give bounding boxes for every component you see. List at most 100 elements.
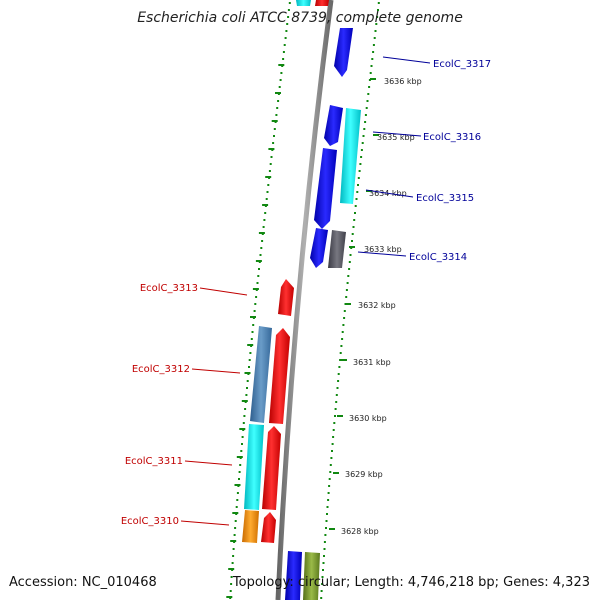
guide-dot [345,296,348,298]
guide-dot [254,303,257,305]
gene-label-EcolC_3311[interactable]: EcolC_3311 [125,456,183,467]
gene-label-EcolC_3310[interactable]: EcolC_3310 [121,516,179,527]
tick-label-3635: 3635 kbp [377,133,415,142]
guide-dot [345,289,348,291]
guide-dot [325,527,327,529]
guide-dot [287,16,290,18]
guide-dash [232,512,239,514]
guide-dot [355,198,358,200]
guide-dot [329,471,332,473]
genome-backbone [275,0,334,600]
gene-EcolC_3313 [278,279,294,316]
guide-dot [368,86,371,88]
guide-dot [331,443,334,445]
map-title: Escherichia coli ATCC 8739, complete gen… [137,10,463,26]
gene-blue-bottom-partial [285,551,302,600]
guide-dot [366,100,369,102]
gene-EcolC_3314 [310,228,328,268]
guide-dot [374,30,377,32]
guide-dash [226,596,233,598]
tick-label-3629: 3629 kbp [345,470,383,479]
gene-label-EcolC_3313[interactable]: EcolC_3313 [140,283,198,294]
guide-dot [273,135,275,137]
guide-dot [328,478,331,480]
guide-dot [373,37,376,39]
guide-dash [228,568,235,570]
guide-dash [239,428,246,430]
guide-dot [367,93,370,95]
guide-dot [287,9,290,11]
gene-EcolC_3317 [334,28,353,77]
guide-dot [354,205,357,207]
guide-dot [282,51,285,53]
guide-dot [336,387,339,389]
guide-dot [276,107,279,109]
guide-dot [348,268,351,270]
guide-dot [252,324,255,326]
gene-label-EcolC_3317[interactable]: EcolC_3317 [433,59,491,70]
guide-dot [229,590,232,592]
guide-dot [341,338,344,340]
gene-label-EcolC_3316[interactable]: EcolC_3316 [423,132,481,143]
gene-olive-bottom-partial [303,552,320,600]
guide-dash [275,92,281,94]
guide-dot [331,450,333,452]
guide-dot [346,282,349,284]
tick-label-3630: 3630 kbp [349,414,387,423]
guide-dot [343,317,346,319]
guide-dot [333,422,336,424]
guide-dot [327,499,330,501]
guide-dot [347,275,350,277]
guide-dot [356,191,359,193]
guide-dot [323,541,326,543]
guide-dash [255,260,262,262]
guide-dot [362,135,365,137]
guide-dot [359,163,362,165]
guide-dot [326,506,329,508]
gene-EcolC_3312b [269,328,290,424]
scale-ticks [329,78,379,530]
guide-dot [251,331,254,333]
guide-dot [360,149,363,151]
guide-dot [348,261,351,263]
guide-dot [261,240,264,242]
guide-dot [282,58,285,60]
guide-dot [278,86,281,88]
guide-dot [368,79,371,81]
guide-dot [341,331,344,333]
guide-dot [283,44,286,46]
guide-dot [246,387,248,389]
guide-dot [266,191,269,193]
guide-dot [230,576,233,578]
gene-EcolC_3311 [244,424,264,510]
gene-cyan-top-partial [296,0,311,6]
guide-dash [234,484,241,486]
guide-dot [330,457,333,459]
guide-dot [253,310,256,312]
guide-dot [231,562,234,564]
guide-dot [248,366,250,368]
guide-dot [249,352,252,354]
guide-dot [326,513,328,515]
gene-label-EcolC_3314[interactable]: EcolC_3314 [409,252,467,263]
gene-EcolC_3312 [250,326,272,423]
guide-dash [278,64,285,66]
guide-dot [335,394,338,396]
guide-dot [360,156,363,158]
guide-dot [240,450,243,452]
gene-features [242,0,361,600]
guide-dot [337,380,340,382]
guide-dot [234,527,237,529]
gene-labels-reverse: EcolC_3317 EcolC_3316 EcolC_3315 EcolC_3… [409,59,491,263]
gene-label-EcolC_3312[interactable]: EcolC_3312 [132,364,190,375]
gene-EcolC_3316b [340,108,361,204]
gene-label-EcolC_3315[interactable]: EcolC_3315 [416,193,474,204]
gene-EcolC_3316 [324,105,343,146]
guide-dot [332,429,335,431]
guide-dot [259,254,262,256]
guide-dot [268,170,271,172]
guide-dot [327,492,330,494]
guide-dot [238,478,240,480]
guide-dot [364,114,367,116]
